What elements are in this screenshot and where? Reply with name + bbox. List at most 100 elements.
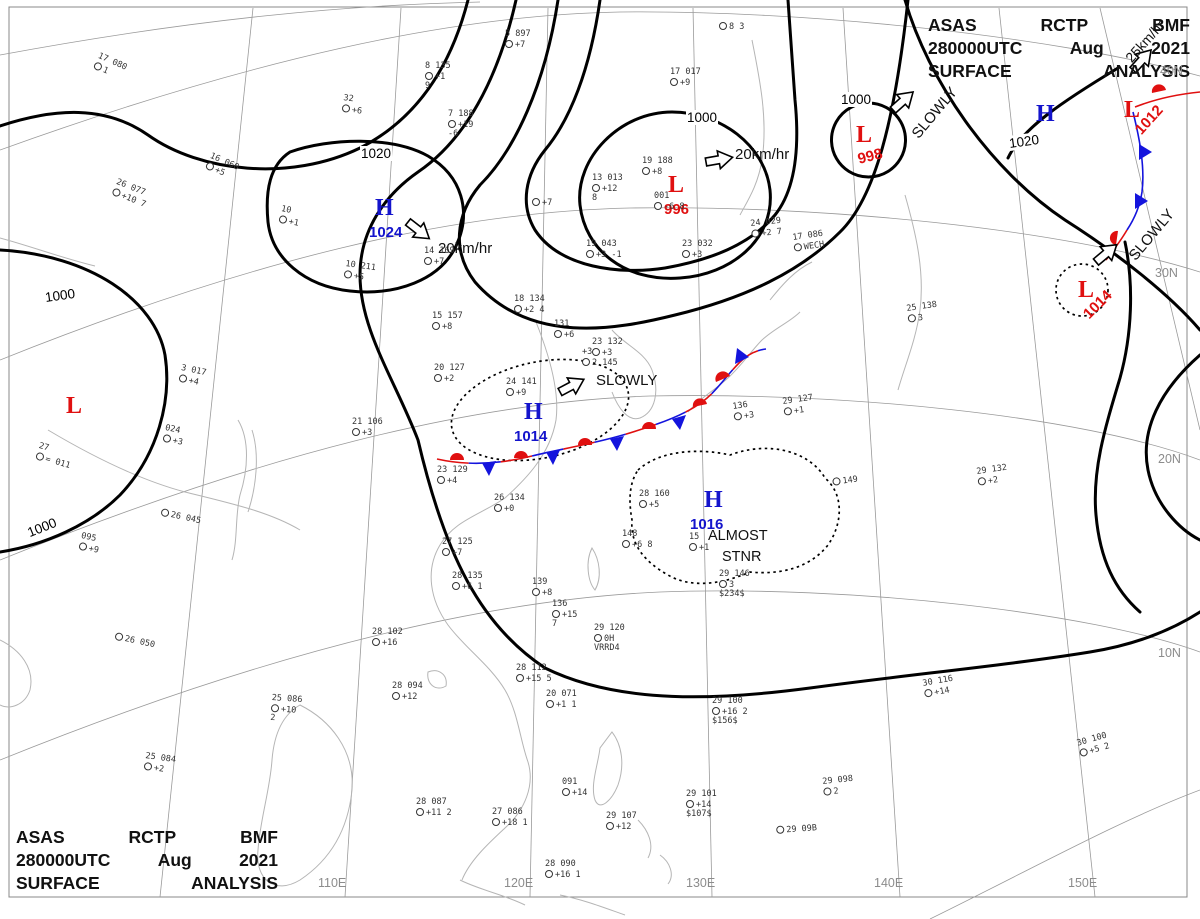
- station-circle-icon: [78, 541, 88, 551]
- title-word: SURFACE: [16, 873, 100, 893]
- station-plot: 29 098 2: [822, 774, 855, 798]
- station-plot: 10 211 +5: [343, 259, 377, 284]
- station-plot-line: 27 125: [442, 537, 473, 547]
- title-word: ASAS: [928, 15, 977, 35]
- title-line: SURFACE ANALYSIS: [928, 60, 1190, 83]
- station-plot-line: 2: [269, 712, 276, 724]
- station-circle-icon: [516, 673, 524, 682]
- station-plot-line: VRRD4: [594, 643, 620, 653]
- station-circle-icon: [554, 329, 562, 338]
- station-plot-line: 2 145: [582, 357, 618, 369]
- station-plot-line: 9: [425, 81, 431, 91]
- graticule-label: 140E: [874, 876, 904, 890]
- station-plot: 24 141 +9: [506, 377, 537, 399]
- isobar-1000-around-l998: [830, 101, 907, 179]
- station-circle-icon: [719, 22, 727, 30]
- coastlines: [0, 39, 922, 916]
- pressure-letter: L: [1078, 277, 1095, 303]
- station-circle-icon: [162, 433, 172, 443]
- dashed-around-h1016: [629, 447, 840, 585]
- station-circle-icon: [682, 249, 690, 258]
- pressure-value: 1014: [514, 428, 548, 445]
- station-plot: +7: [532, 198, 552, 209]
- title-line: ASAS RCTP BMF: [928, 14, 1190, 37]
- title-word: Aug: [1069, 38, 1104, 58]
- station-circle-icon: [372, 637, 380, 646]
- station-plot-line: +3: [682, 249, 713, 261]
- station-plot-line: +0: [494, 503, 525, 515]
- pressure-center-l996: L 996: [664, 172, 689, 218]
- station-circle-icon: [343, 269, 353, 279]
- station-plot-line: +16: [372, 637, 403, 649]
- station-circle-icon: [783, 406, 793, 416]
- station-circle-icon: [392, 691, 400, 700]
- graticule-label: 110E: [318, 876, 347, 890]
- station-plot-line: 001: [654, 191, 670, 201]
- pressure-letter: L: [66, 393, 83, 419]
- station-plot-line: +12: [592, 183, 623, 195]
- station-plot-line: 26 134: [494, 493, 525, 503]
- station-plot: 25 084 +2: [143, 751, 177, 776]
- isobar-1000-around-l996: [578, 110, 772, 280]
- graticule-label: 40N: [1160, 64, 1183, 78]
- station-plot-line: 23 129: [437, 465, 468, 475]
- pressure-center-h1024: H 1024: [369, 196, 402, 241]
- station-circle-icon: [977, 476, 987, 486]
- motion-arrows: [404, 48, 1153, 397]
- station-plot-line: +8: [532, 587, 552, 599]
- pressure-letter: L: [856, 122, 873, 148]
- title-block-bottom-left: ASAS RCTP BMF 280000UTC Aug 2021 SURFACE ANALYS…: [16, 826, 278, 895]
- station-plot-line: +7: [505, 39, 531, 51]
- station-plot-line: 3: [719, 579, 750, 591]
- station-plot-line: 139: [532, 577, 548, 587]
- pressure-value: 996: [664, 201, 690, 218]
- station-plot-line: 29 146: [719, 569, 750, 579]
- station-plot-line: +6 8: [622, 539, 652, 551]
- station-plot: 15 +1: [689, 532, 709, 553]
- station-plot-line: 28 087: [416, 797, 447, 807]
- station-plot: 091 +14: [562, 777, 587, 798]
- pressure-center-l1012: L 1012: [1124, 98, 1167, 138]
- station-plot: 001 -6 8: [654, 191, 684, 213]
- station-plot-line: 23 132: [592, 337, 623, 347]
- station-circle-icon: [178, 373, 188, 383]
- annotation-20km-hr: 20km/hr: [735, 146, 790, 163]
- station-plot-line: 28 102: [372, 627, 403, 637]
- station-circle-icon: [670, 77, 678, 86]
- station-plot-line: +3 -1: [586, 249, 622, 261]
- station-plot-line: +14: [686, 799, 717, 811]
- station-plot-line: -6 8: [654, 201, 684, 213]
- station-plot: 148 +6 8: [622, 529, 652, 551]
- station-circle-icon: [437, 475, 445, 484]
- station-circle-icon: [424, 256, 432, 265]
- station-circle-icon: [1078, 746, 1089, 757]
- station-plot-line: +6 1: [452, 581, 483, 593]
- station-circle-icon: [642, 166, 650, 175]
- station-plot-line: 29 100: [712, 696, 743, 706]
- title-word: 2021: [1151, 38, 1190, 58]
- station-plot: 29 120 0H VRRD4: [594, 623, 625, 654]
- station-plot-line: 5 897: [505, 29, 531, 39]
- pressure-center-h1016: H 1016: [690, 488, 723, 533]
- annotation-20km-hr: 20km/hr: [438, 240, 493, 257]
- station-plot-line: $107$: [686, 809, 712, 819]
- station-circle-icon: [506, 387, 514, 396]
- station-plot-line: +16 1: [545, 869, 581, 881]
- pressure-letter: L: [668, 172, 685, 198]
- graticule-label: 10N: [1158, 646, 1181, 660]
- station-plot-line: 7 188: [448, 109, 474, 119]
- pressure-center-l998: L 998: [856, 122, 884, 168]
- station-plot-line: +15: [552, 609, 577, 621]
- title-word: 280000UTC: [16, 850, 111, 870]
- station-plot-line: 29 120: [594, 623, 625, 633]
- station-circle-icon: [505, 39, 513, 48]
- station-circle-icon: [562, 787, 570, 796]
- isobars: [0, 0, 1200, 699]
- station-plot-line: +9: [506, 387, 537, 399]
- isobar-long-sweep: [358, 0, 1200, 699]
- pressure-value: 1024: [369, 224, 403, 241]
- station-plot: +3 2 145: [582, 347, 618, 369]
- station-plot-line: 28 135: [452, 571, 483, 581]
- station-plot: 28 102 +16: [372, 627, 403, 649]
- station-plot: 8 135 +1 9: [425, 61, 451, 92]
